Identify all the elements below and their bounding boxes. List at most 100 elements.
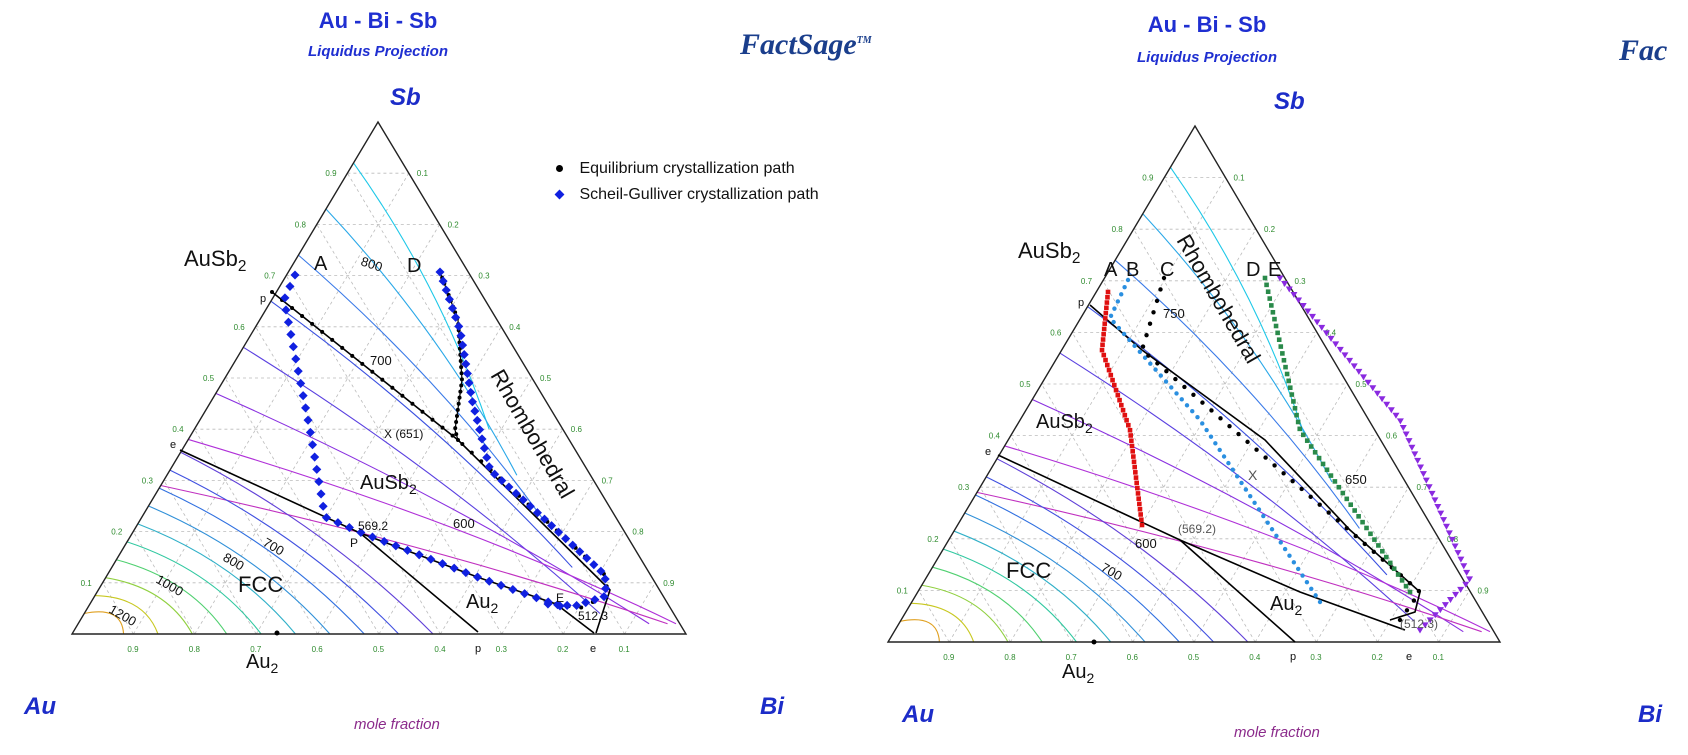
tick-label: 0.6 (312, 645, 324, 654)
isotherm-curve (148, 505, 331, 635)
tick-label: 0.1 (1234, 174, 1246, 183)
tick-label: 0.7 (250, 645, 262, 654)
path-a-point (1124, 417, 1129, 423)
equilibrium-point (360, 361, 365, 366)
tick-label: 0.3 (142, 476, 154, 485)
path-d-point (1328, 473, 1334, 478)
path-c-point (1362, 541, 1367, 547)
scheil-point (482, 452, 492, 463)
path-b-point (1221, 454, 1227, 459)
isotherm-curve (975, 494, 1180, 643)
grid-line (949, 538, 1011, 643)
tick-label: 0.9 (663, 579, 675, 588)
isotherm-curve (911, 602, 975, 643)
path-d-point (1270, 309, 1276, 315)
tick-label: 0.9 (1478, 586, 1490, 595)
grid-line (440, 428, 564, 635)
path-d-point (1264, 282, 1269, 288)
isotherm-curve (964, 512, 1146, 643)
isotherm-label: 650 (1345, 472, 1367, 487)
path-a-point (1139, 522, 1145, 528)
path-b-point (1269, 527, 1275, 532)
scheil-point (547, 521, 557, 531)
path-d-point (1275, 330, 1280, 336)
path-b-point (1265, 520, 1270, 525)
scheil-point (310, 452, 320, 462)
path-c-point (1411, 598, 1417, 603)
path-a-point (1139, 517, 1144, 523)
path-e-point (1437, 510, 1445, 517)
scheil-point (290, 270, 300, 280)
scheil-point (437, 559, 448, 569)
tick-label: 0.7 (1081, 277, 1093, 286)
tick-label: 0.1 (417, 169, 429, 178)
equilibrium-point (454, 413, 459, 418)
tick-label: 0.8 (189, 645, 201, 654)
path-d-point (1344, 496, 1350, 502)
path-e-point (1442, 523, 1450, 530)
equilibrium-point (459, 365, 464, 370)
isotherm-curve (126, 541, 262, 635)
path-e-point (1355, 368, 1363, 375)
path-e-point (1383, 401, 1391, 408)
path-c-point (1144, 332, 1149, 338)
path-a-point (1120, 407, 1126, 413)
equilibrium-point (270, 290, 274, 294)
path-e-point (1446, 597, 1454, 604)
path-a-point (1113, 387, 1119, 393)
path-b-point (1309, 586, 1314, 591)
path-e-point (1346, 357, 1354, 364)
equilibrium-point (390, 385, 395, 390)
path-e-point (1434, 503, 1442, 510)
scheil-point (589, 560, 599, 570)
path-c-point (1173, 376, 1178, 382)
path-d-point (1320, 461, 1326, 467)
path-d-point (1265, 289, 1271, 295)
isotherm-curve (1032, 398, 1464, 633)
tick-label: 0.4 (434, 645, 446, 654)
path-b-point (1119, 292, 1124, 297)
path-b-point (1116, 325, 1122, 331)
isotherm-curve (215, 392, 650, 625)
path-d-point (1356, 514, 1361, 519)
path-b-point (1248, 493, 1253, 499)
path-e-point (1422, 477, 1430, 484)
path-e-point (1322, 330, 1330, 337)
path-a-point (1137, 506, 1143, 512)
scheil-point (435, 267, 445, 277)
path-d-point (1272, 316, 1277, 322)
vertex-left: Au (902, 701, 934, 728)
grid-line (285, 275, 503, 635)
isotherm-curve (116, 559, 228, 635)
tick-label: 0.3 (958, 483, 970, 492)
path-e-point (1290, 291, 1298, 298)
path-d-point (1360, 519, 1365, 525)
path-d-point (1308, 444, 1314, 449)
path-c-point (1218, 416, 1223, 421)
path-e-point (1281, 280, 1289, 287)
axis-caption: mole fraction (1234, 724, 1320, 741)
scheil-point (454, 321, 464, 331)
path-c-point (1317, 502, 1322, 507)
scheil-point (461, 568, 471, 578)
point-label-e: E (1268, 259, 1281, 281)
path-e-point (1295, 297, 1303, 304)
grid-line (918, 590, 950, 643)
path-c-point (1308, 494, 1313, 500)
equilibrium-point (454, 432, 459, 437)
tick-label: 0.3 (478, 272, 490, 281)
isotherm-curve (985, 476, 1214, 643)
path-e-point (1466, 576, 1474, 583)
scheil-point (582, 553, 592, 563)
path-d-point (1262, 275, 1268, 281)
path-b-point (1142, 355, 1148, 360)
path-e-point (1411, 451, 1419, 458)
isotherm-label: 750 (1163, 306, 1185, 321)
phase-label-au2bi-bottom: Au2 (246, 651, 278, 676)
path-b-point (1261, 513, 1266, 519)
grid-line (1102, 280, 1317, 643)
scheil-point (531, 593, 541, 603)
path-a-point (1100, 337, 1106, 342)
equilibrium-point (458, 389, 463, 394)
path-b-point (1111, 319, 1116, 325)
